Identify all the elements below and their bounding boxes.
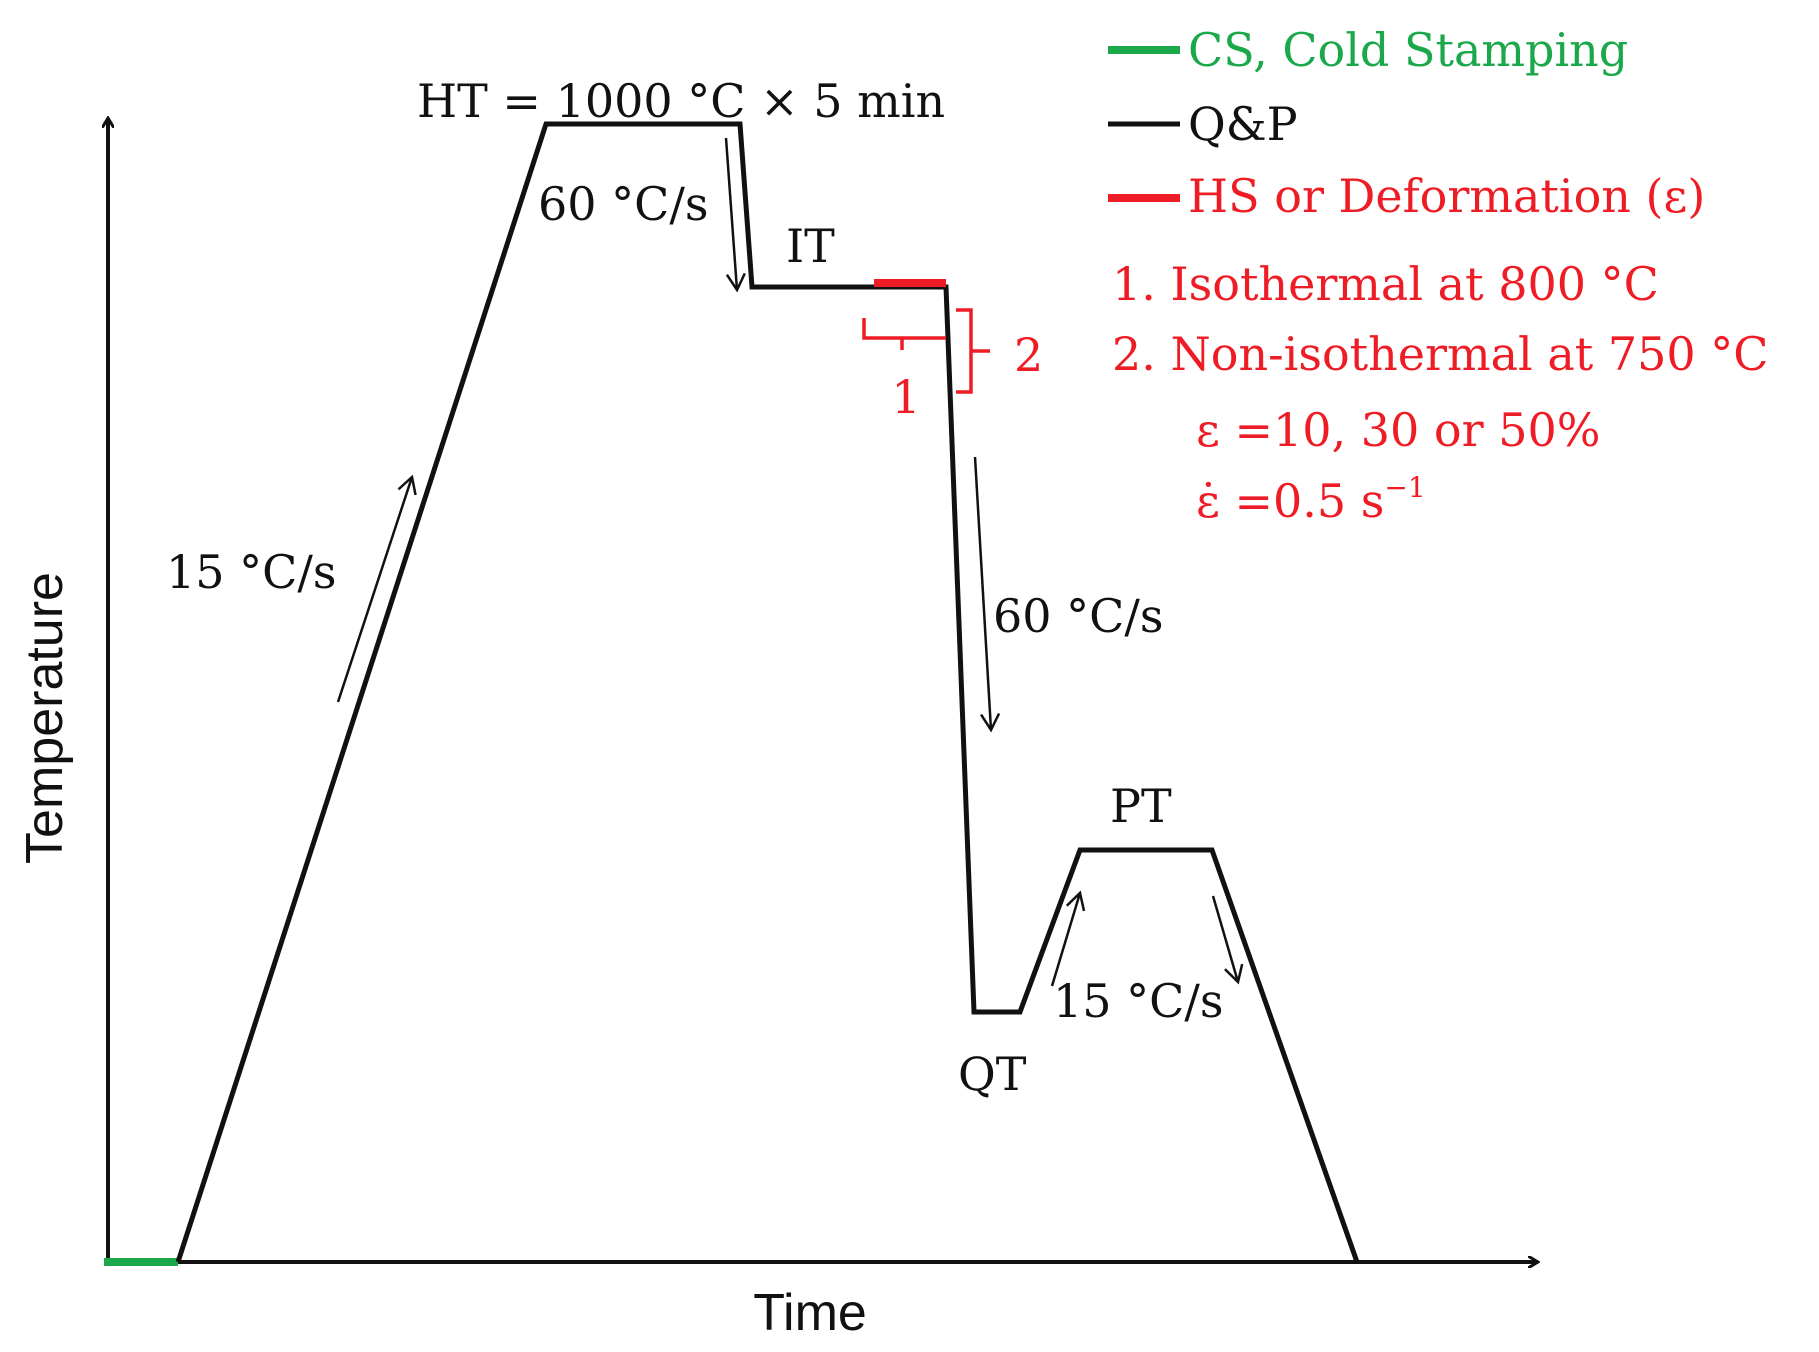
legend-item-2: 2. Non-isothermal at 750 °C xyxy=(1112,327,1769,381)
qp-temperature-profile xyxy=(175,121,1360,1263)
bracket-1 xyxy=(862,318,946,340)
heating-rate-label: 15 °C/s xyxy=(166,545,336,599)
cooling-rate-arrow-1 xyxy=(724,137,746,293)
pt-cooling-arrow xyxy=(1211,895,1244,985)
cooling-rate-label-2: 60 °C/s xyxy=(993,589,1163,643)
ht-label: HT = 1000 °C × 5 min xyxy=(417,74,945,128)
pt-label: PT xyxy=(1110,779,1172,833)
legend-strain-rate-exponent: −1 xyxy=(1384,471,1425,504)
y-axis-label: Temperature xyxy=(16,572,74,864)
cooling-rate-label-1: 60 °C/s xyxy=(538,177,708,231)
legend-strain-rate: ε̇ =0.5 s−1 xyxy=(1196,471,1426,528)
legend-strain-rate-value: ε̇ =0.5 s xyxy=(1196,474,1384,528)
legend-cs-label: CS, Cold Stamping xyxy=(1188,23,1628,77)
cooling-rate-arrow-2 xyxy=(973,456,1001,733)
pt-rate-label: 15 °C/s xyxy=(1053,974,1223,1028)
qt-label: QT xyxy=(958,1047,1027,1101)
bracket-2 xyxy=(956,308,973,394)
bracket-1-label: 1 xyxy=(891,370,920,424)
x-axis-label: Time xyxy=(753,1284,867,1342)
pt-heating-arrow xyxy=(1050,890,1086,987)
heating-rate-arrow xyxy=(336,474,417,703)
it-label: IT xyxy=(786,219,835,273)
bracket-2-label: 2 xyxy=(1014,328,1043,382)
legend-hs-label: HS or Deformation (ε) xyxy=(1188,169,1705,223)
legend-strain: ε =10, 30 or 50% xyxy=(1196,403,1600,457)
legend-item-1: 1. Isothermal at 800 °C xyxy=(1112,257,1659,311)
legend-qp-label: Q&P xyxy=(1188,97,1298,151)
